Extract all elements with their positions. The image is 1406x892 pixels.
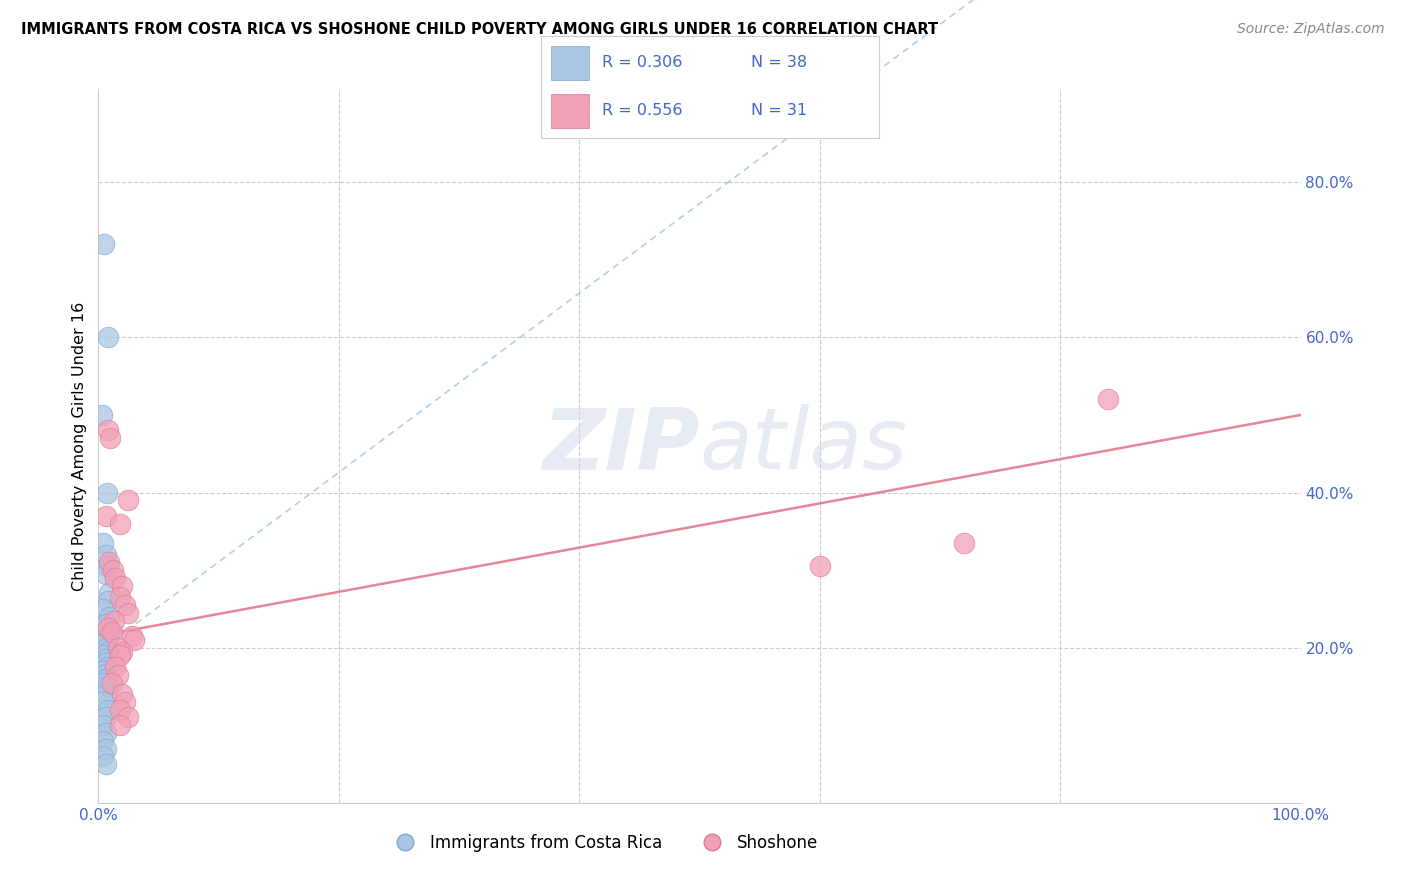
Point [94,757,117,772]
Point [94,726,117,740]
Text: N = 31: N = 31 [751,103,807,118]
Text: ZIP: ZIP [541,404,700,488]
Y-axis label: Child Poverty Among Girls Under 16: Child Poverty Among Girls Under 16 [72,301,87,591]
Point [94,617,117,632]
Point [124,632,146,647]
Point [121,629,143,643]
Point [117,606,139,620]
Point [111,579,134,593]
Point [100,625,122,640]
Point [94,710,117,724]
Point [94,548,117,562]
Point [97,330,120,344]
Point [808,559,831,574]
Point [91,637,114,651]
Point [91,648,114,663]
Point [97,660,120,674]
Point [108,648,131,663]
Point [98,609,121,624]
Point [97,703,120,717]
Point [111,687,134,701]
Text: R = 0.306: R = 0.306 [602,54,682,70]
Point [97,594,120,608]
Text: IMMIGRANTS FROM COSTA RICA VS SHOSHONE CHILD POVERTY AMONG GIRLS UNDER 16 CORREL: IMMIGRANTS FROM COSTA RICA VS SHOSHONE C… [21,22,938,37]
Point [107,668,129,682]
Bar [551,95,589,128]
Point [91,536,114,550]
Text: R = 0.556: R = 0.556 [602,103,682,118]
Point [97,424,120,438]
Point [101,563,124,577]
Point [91,668,114,682]
Point [108,591,131,605]
Point [100,431,122,445]
Point [91,695,114,709]
Point [94,687,117,701]
Point [97,621,120,635]
Point [94,672,117,686]
Point [91,408,114,422]
Point [94,656,117,670]
Point [97,644,120,658]
Point [100,675,122,690]
Point [93,237,115,252]
Point [94,741,117,756]
Point [953,536,976,550]
Point [96,640,118,655]
Point [91,602,114,616]
Bar [551,45,589,79]
Text: N = 38: N = 38 [751,54,807,70]
Point [104,571,127,585]
Text: atlas: atlas [700,404,907,488]
Point [91,749,114,764]
Legend: Immigrants from Costa Rica, Shoshone: Immigrants from Costa Rica, Shoshone [381,828,825,859]
Point [91,664,114,678]
Point [91,675,114,690]
Point [1097,392,1119,407]
Point [100,625,122,640]
Point [97,629,120,643]
Point [108,703,131,717]
Point [96,559,118,574]
Point [98,586,121,600]
Point [117,493,139,508]
Point [94,566,117,581]
Point [117,710,139,724]
Point [97,680,120,694]
Point [108,718,131,732]
Point [94,508,117,523]
Point [111,644,134,658]
Text: Source: ZipAtlas.com: Source: ZipAtlas.com [1237,22,1385,37]
Point [91,733,114,747]
Point [103,614,125,628]
Point [104,660,127,674]
Point [94,652,117,666]
Point [94,632,117,647]
Point [108,516,131,531]
Point [96,485,118,500]
Point [107,640,129,655]
Point [114,695,136,709]
Point [91,718,114,732]
Point [114,598,136,612]
Point [98,555,121,569]
